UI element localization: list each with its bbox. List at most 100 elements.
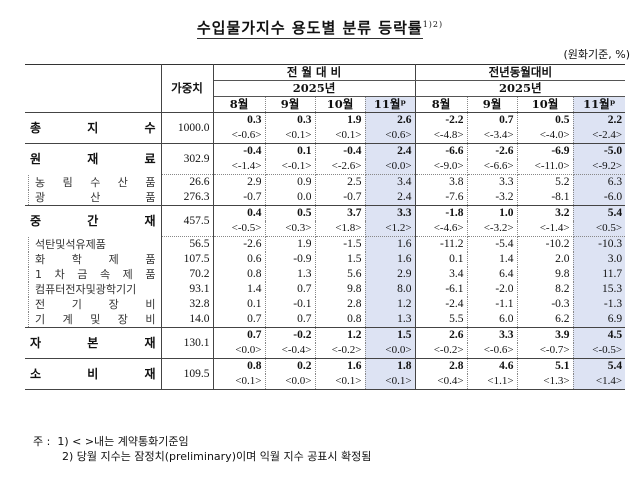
- price-index-table: 가중치 전 월 대 비 전년동월대비 2025년 2025년 8월 9월 10월 11월ᵖ 8월 9…: [25, 64, 626, 390]
- cell-value: -0.3: [517, 297, 574, 312]
- header-year-yoy: 2025년: [415, 80, 626, 97]
- cell-value: 5.4: [573, 358, 626, 374]
- cell-contract-value: <0.0>: [365, 159, 416, 175]
- cell-contract-value: <0.0>: [213, 343, 266, 359]
- table-row: 자 본 재 130.1 0.7 -0.2 1.2 1.5 2.6 3.3 3.9 4.5: [25, 327, 626, 359]
- cell-value: 2.0: [517, 252, 574, 267]
- header-month: 11월ᵖ: [573, 96, 626, 113]
- cell-value: -2.6: [467, 143, 518, 159]
- header-month: 8월: [415, 96, 468, 113]
- cell-value: 9.8: [517, 267, 574, 282]
- cell-contract-value: <-2.4>: [573, 128, 626, 144]
- cell-contract-value: <0.5>: [573, 221, 626, 237]
- cell-value: 6.4: [467, 267, 518, 282]
- cell-value: -3.2: [467, 190, 518, 206]
- cell-value: -1.8: [415, 205, 468, 221]
- cell-value: 8.2: [517, 282, 574, 297]
- cell-value: 5.1: [517, 358, 574, 374]
- footnotes: 주 : 1) < >내는 계약통화기준임 2) 당월 지수는 잠정치(preli…: [33, 434, 371, 464]
- cell-value: 3.3: [467, 174, 518, 190]
- cell-value: 3.7: [315, 205, 366, 221]
- cell-value: 0.5: [517, 112, 574, 128]
- cell-value: 0.7: [265, 312, 316, 328]
- cell-value: 0.3: [265, 112, 316, 128]
- cell-value: 5.2: [517, 174, 574, 190]
- header-month: 11월ᵖ: [365, 96, 416, 113]
- cell-value: -10.3: [573, 236, 626, 252]
- cell-contract-value: <-11.0>: [517, 159, 574, 175]
- title-footnote-marker: 1)2): [422, 20, 444, 29]
- cell-value: 6.0: [467, 312, 518, 328]
- cell-value: 8.0: [365, 282, 416, 297]
- cell-value: 5.4: [573, 205, 626, 221]
- cell-value: 6.9: [573, 312, 626, 328]
- header-category: [25, 64, 162, 113]
- cell-value: 1.8: [365, 358, 416, 374]
- cell-value: 3.8: [415, 174, 468, 190]
- row-weight: 109.5: [161, 358, 214, 390]
- cell-value: 0.1: [213, 297, 266, 312]
- row-weight: 1000.0: [161, 112, 214, 144]
- table-row: 농 림 수 산 품 26.6 2.9 0.9 2.5 3.4 3.8 3.3 5.2 6.3: [25, 174, 626, 190]
- header-month: 9월: [467, 96, 518, 113]
- cell-contract-value: <1.1>: [467, 374, 518, 390]
- header-weight: 가중치: [161, 64, 214, 113]
- cell-contract-value: <0.3>: [265, 221, 316, 237]
- header-yoy: 전년동월대비: [415, 64, 626, 81]
- cell-contract-value: <-3.2>: [467, 221, 518, 237]
- header-mom: 전 월 대 비: [213, 64, 416, 81]
- title-text: 수입물가지수 용도별 분류 등락률: [196, 19, 423, 39]
- cell-value: 4.5: [573, 327, 626, 343]
- cell-value: -10.2: [517, 236, 574, 252]
- cell-contract-value: <-0.6>: [467, 343, 518, 359]
- row-weight: 130.1: [161, 327, 214, 359]
- cell-value: 6.2: [517, 312, 574, 328]
- cell-value: -1.1: [467, 297, 518, 312]
- cell-value: 0.0: [265, 190, 316, 206]
- row-weight: 93.1: [161, 282, 214, 297]
- cell-value: -2.4: [415, 297, 468, 312]
- cell-contract-value: <-9.2>: [573, 159, 626, 175]
- row-weight: 457.5: [161, 205, 214, 237]
- cell-value: 0.6: [213, 252, 266, 267]
- cell-contract-value: <-0.1>: [265, 159, 316, 175]
- cell-contract-value: <-0.2>: [315, 343, 366, 359]
- cell-contract-value: <-0.6>: [213, 128, 266, 144]
- row-weight: 276.3: [161, 190, 214, 206]
- cell-value: 3.4: [365, 174, 416, 190]
- cell-value: -0.9: [265, 252, 316, 267]
- cell-value: 6.3: [573, 174, 626, 190]
- cell-value: -0.7: [213, 190, 266, 206]
- cell-contract-value: <-4.8>: [415, 128, 468, 144]
- cell-value: 0.4: [213, 205, 266, 221]
- table-row: 컴퓨터전자및광학기기 93.1 1.4 0.7 9.8 8.0 -6.1 -2.0 8.2 15.…: [25, 282, 626, 297]
- note-1: 1) < >내는 계약통화기준임: [57, 435, 189, 448]
- cell-value: 1.3: [265, 267, 316, 282]
- cell-value: -6.1: [415, 282, 468, 297]
- table-row: 광 산 품 276.3 -0.7 0.0 -0.7 2.4 -7.6 -3.2 -8.1 -6.0: [25, 190, 626, 206]
- cell-contract-value: <0.1>: [315, 374, 366, 390]
- cell-value: 3.9: [517, 327, 574, 343]
- table-row: 중 간 재 457.5 0.4 0.5 3.7 3.3 -1.8 1.0 3.2 5.4: [25, 205, 626, 237]
- cell-value: 0.7: [265, 282, 316, 297]
- cell-value: 15.3: [573, 282, 626, 297]
- cell-value: 0.9: [265, 174, 316, 190]
- cell-value: 1.6: [365, 236, 416, 252]
- cell-contract-value: <-1.4>: [213, 159, 266, 175]
- unit-label: (원화기준, %): [563, 48, 630, 61]
- row-label: 컴퓨터전자및광학기기: [28, 282, 158, 297]
- cell-value: -8.1: [517, 190, 574, 206]
- cell-value: 3.4: [415, 267, 468, 282]
- cell-value: -5.4: [467, 236, 518, 252]
- table-row: 총 지 수 1000.0 0.3 0.3 1.9 2.6 -2.2 0.7 0.5 2.2: [25, 112, 626, 144]
- cell-value: 2.6: [365, 112, 416, 128]
- cell-value: 1.0: [467, 205, 518, 221]
- cell-value: 0.1: [265, 143, 316, 159]
- cell-value: 1.2: [315, 327, 366, 343]
- cell-contract-value: <-0.7>: [517, 343, 574, 359]
